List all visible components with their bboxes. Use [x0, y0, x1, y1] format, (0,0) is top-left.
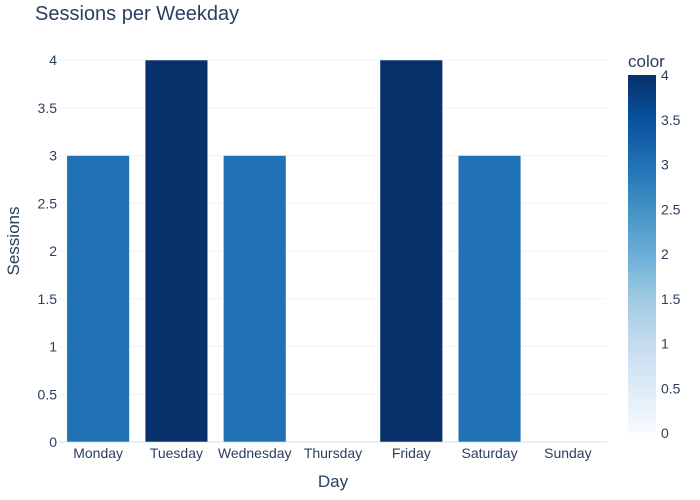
colorbar-tick-labels: 0 0.5 1 1.5 2 2.5 3 3.5 4 [661, 67, 681, 441]
colorbar-tick-label: 0 [661, 425, 669, 441]
colorbar-tick-label: 3.5 [661, 112, 681, 128]
y-tick-labels: 0 0.5 1 1.5 2 2.5 3 3.5 4 [38, 52, 58, 450]
colorbar: color 0 0.5 1 1.5 2 2.5 3 3.5 4 [628, 52, 681, 441]
colorbar-tick-label: 2 [661, 246, 669, 262]
x-tick-label: Sunday [544, 445, 591, 461]
bar-tuesday[interactable] [144, 59, 208, 443]
bar-saturday[interactable] [458, 155, 522, 443]
y-axis-title: Sessions [4, 207, 23, 276]
y-tick-label: 2.5 [38, 195, 58, 211]
x-tick-label: Thursday [304, 445, 362, 461]
colorbar-title: color [628, 52, 665, 71]
y-tick-label: 1 [49, 339, 57, 355]
y-tick-label: 1.5 [38, 291, 58, 307]
y-tick-label: 0 [49, 434, 57, 450]
bar-monday[interactable] [66, 155, 130, 443]
x-axis-title: Day [318, 472, 349, 491]
x-tick-label: Tuesday [150, 445, 203, 461]
y-tick-label: 0.5 [38, 386, 58, 402]
bar-wednesday[interactable] [223, 155, 287, 443]
colorbar-gradient [628, 75, 656, 433]
bar-friday[interactable] [379, 59, 443, 443]
colorbar-tick-label: 0.5 [661, 380, 681, 396]
colorbar-tick-label: 2.5 [661, 201, 681, 217]
chart-title: Sessions per Weekday [35, 3, 239, 25]
x-tick-label: Saturday [462, 445, 518, 461]
x-tick-label: Wednesday [218, 445, 292, 461]
y-tick-label: 3.5 [38, 100, 58, 116]
colorbar-tick-label: 1 [661, 336, 669, 352]
y-tick-label: 3 [49, 148, 57, 164]
colorbar-tick-label: 3 [661, 157, 669, 173]
x-tick-label: Monday [73, 445, 123, 461]
x-tick-labels: Monday Tuesday Wednesday Thursday Friday Satu… [73, 445, 591, 461]
colorbar-tick-label: 4 [661, 67, 669, 83]
y-tick-label: 4 [49, 52, 57, 68]
gridlines [59, 59, 607, 443]
x-tick-label: Friday [392, 445, 431, 461]
y-tick-label: 2 [49, 243, 57, 259]
colorbar-tick-label: 1.5 [661, 291, 681, 307]
bars [66, 59, 522, 443]
